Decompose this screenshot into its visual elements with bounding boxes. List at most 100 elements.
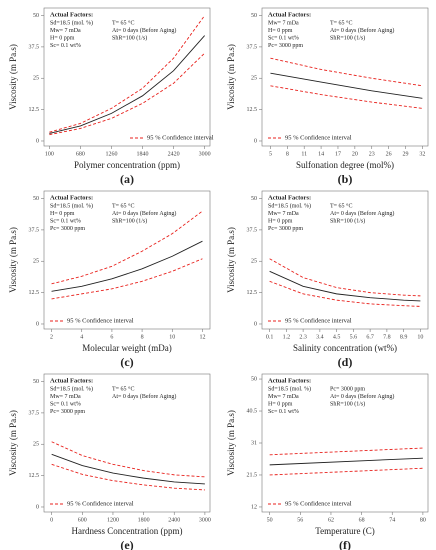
factor: Pc= 3000 ppm (330, 386, 365, 392)
panel: 0 12.5 25 37.5 50 100 680 1260 1840 2420 3000 Polym… (8, 7, 214, 186)
factor: Sd=18.5 (mol. %) (50, 385, 93, 392)
y-tick-label: 50 (33, 13, 39, 19)
plot-frame (43, 7, 211, 147)
y-tick-label: 25 (33, 442, 39, 448)
y-axis-label: Viscosity (m Pa.s) (8, 44, 18, 110)
x-tick-label: 680 (76, 151, 85, 157)
y-tick-label: 12.5 (29, 107, 40, 113)
x-tick-label: 8.9 (400, 334, 408, 340)
series-line (49, 52, 205, 136)
y-tick-label: 0 (254, 138, 257, 144)
factor: Pc= 3000 ppm (268, 226, 303, 232)
x-tick-label: 600 (78, 517, 87, 523)
x-tick-label: 4 (80, 334, 83, 340)
series-line (269, 467, 423, 476)
x-tick-label: 23 (369, 151, 375, 157)
legend-label: 95 % Confidence interval (285, 500, 352, 507)
plot-frame (43, 373, 211, 513)
x-axis-label: Sulfonation degree (mol%) (296, 160, 394, 170)
x-tick-label: 20 (352, 151, 358, 157)
factors-title: Actual Factors: (50, 11, 93, 18)
series-line (269, 447, 423, 456)
legend-label: 95 % Confidence interval (67, 317, 134, 324)
x-tick-label: 62 (328, 517, 334, 523)
x-tick-label: 2 (50, 334, 53, 340)
x-tick-label: 50 (267, 517, 273, 523)
y-tick-label: 0 (36, 504, 39, 510)
x-tick-label: 29 (402, 151, 408, 157)
y-tick-label: 12.5 (247, 107, 258, 113)
y-axis-label: Viscosity (m Pa.s) (226, 227, 236, 293)
series-line (51, 441, 205, 478)
factor: ShR=100 (1/s) (112, 34, 147, 41)
series-line (51, 258, 203, 300)
y-tick-label: 12.5 (247, 290, 258, 296)
y-tick-label: 12.5 (29, 290, 40, 296)
factor: H= 0 ppm (268, 28, 293, 34)
y-tick-label: 50 (33, 196, 39, 202)
y-axis-label: Viscosity (m Pa.s) (8, 410, 18, 476)
factor: H= 0 ppm (50, 35, 75, 41)
series-line (49, 35, 205, 134)
factor: At= 0 days (Before Aging) (330, 210, 394, 217)
plot-frame (43, 190, 211, 330)
series-line (269, 280, 421, 307)
panel-label: (c) (120, 355, 133, 369)
factor: At= 0 days (Before Aging) (330, 27, 394, 34)
factor: T= 65 °C (112, 19, 134, 26)
x-tick-label: 2400 (168, 517, 180, 523)
x-tick-label: 3.4 (316, 334, 324, 340)
y-axis-label: Viscosity (m Pa.s) (226, 44, 236, 110)
x-tick-label: 32 (419, 151, 425, 157)
x-tick-label: 1800 (138, 517, 150, 523)
factor: H= 0 ppm (268, 401, 293, 407)
plot-frame (261, 190, 429, 330)
x-tick-label: 6.7 (366, 334, 374, 340)
series-line (51, 463, 205, 491)
factor: Mw= 7 mDa (268, 394, 299, 400)
panel: 0 12.5 25 37.5 50 5 8 11 14 17 20 23 26 29 32 Sulfonati… (226, 7, 429, 186)
y-tick-label: 21.5 (247, 472, 258, 478)
factor: Mw= 7 mDa (50, 394, 81, 400)
legend-label: 95 % Confidence interval (285, 134, 352, 141)
x-tick-label: 3000 (199, 517, 211, 523)
y-tick-label: 37.5 (29, 227, 40, 233)
x-tick-label: 26 (386, 151, 392, 157)
series-line (269, 258, 421, 297)
y-tick-label: 50 (251, 13, 257, 19)
factor: Pc= 3000 ppm (50, 409, 85, 415)
factor: ShR=100 (1/s) (330, 217, 365, 224)
x-axis-label: Hardness Concentration (ppm) (72, 526, 183, 536)
y-tick-label: 37.5 (247, 227, 258, 233)
factor: Sd=18.5 (mol. %) (268, 385, 311, 392)
legend-label: 95 % Confidence interval (67, 500, 134, 507)
series-line (270, 72, 423, 99)
x-axis-label: Polymer concentration (ppm) (74, 160, 180, 170)
series-line (51, 210, 203, 285)
factor: Sc= 0.1 wt% (268, 409, 299, 415)
x-axis-label: Temperature (C) (315, 526, 375, 536)
factor: Sd=18.5 (mol. %) (268, 202, 311, 209)
y-tick-label: 0 (254, 321, 257, 327)
panel-label: (e) (120, 538, 133, 550)
factor: At= 0 days (Before Aging) (112, 27, 176, 34)
factor: Sd=18.5 (mol. %) (50, 19, 93, 26)
factor: Pc= 3000 ppm (268, 43, 303, 49)
factor: T= 65 °C (112, 385, 134, 392)
x-tick-label: 10 (169, 334, 175, 340)
x-tick-label: 80 (420, 517, 426, 523)
x-tick-label: 14 (318, 151, 324, 157)
x-tick-label: 8 (286, 151, 289, 157)
legend-label: 95 % Confidence interval (147, 134, 214, 141)
x-tick-label: 0.1 (266, 334, 274, 340)
factors-title: Actual Factors: (50, 377, 93, 384)
factor: Mw= 7 mDa (268, 211, 299, 217)
x-tick-label: 1.2 (283, 334, 291, 340)
x-tick-label: 1200 (107, 517, 119, 523)
factor: Pc= 3000 ppm (50, 226, 85, 232)
y-tick-label: 50 (33, 379, 39, 385)
plot-frame (261, 7, 429, 147)
y-tick-label: 0 (36, 321, 39, 327)
factors-title: Actual Factors: (268, 194, 311, 201)
series-line (51, 240, 203, 292)
